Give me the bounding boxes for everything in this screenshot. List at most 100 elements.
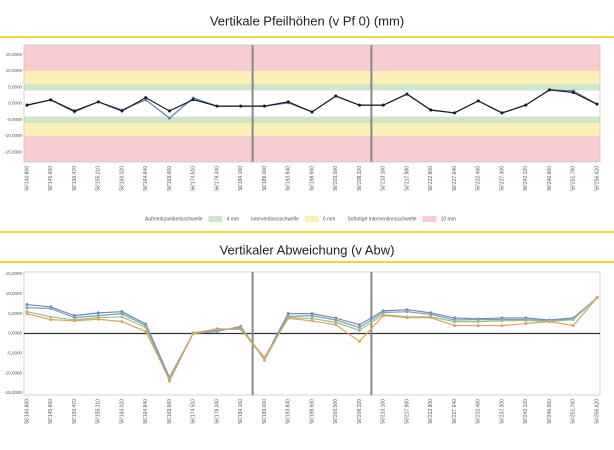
x-tick-label: 56'184.160 <box>238 399 244 424</box>
data-point <box>429 108 433 112</box>
x-tick-label: 56'203.500 <box>333 166 339 191</box>
data-point <box>25 103 29 107</box>
x-tick-label: 56'222.800 <box>428 399 434 424</box>
data-point <box>168 109 171 113</box>
x-tick-label: 56'193.840 <box>286 399 292 424</box>
data-point <box>49 98 53 102</box>
x-tick-label: 56'222.800 <box>428 166 434 191</box>
data-point <box>571 324 575 328</box>
series-line <box>26 297 598 383</box>
data-point <box>168 377 171 381</box>
y-tick-label: 0,0000 <box>8 331 22 336</box>
chart-title: Vertikale Pfeilhöhen (v Pf 0) (mm) <box>210 13 404 28</box>
data-point <box>96 100 100 104</box>
x-tick-label: 56'155.210 <box>96 399 102 424</box>
data-point <box>453 320 456 324</box>
threshold-band <box>24 45 600 71</box>
data-point <box>239 104 243 108</box>
data-point <box>96 311 100 315</box>
x-tick-label: 56'232.460 <box>476 166 482 191</box>
data-point <box>476 324 480 328</box>
x-tick-label: 56'217.980 <box>404 166 410 191</box>
x-tick-label: 56'237.300 <box>499 399 505 424</box>
data-point <box>476 320 480 324</box>
y-tick-label: 10,0000 <box>6 68 23 73</box>
data-point <box>571 90 575 94</box>
data-point <box>500 324 504 328</box>
x-tick-label: 56'155.210 <box>96 166 102 191</box>
data-point <box>49 318 53 322</box>
data-point <box>334 318 338 322</box>
series-line <box>26 297 598 379</box>
data-point <box>500 111 504 115</box>
threshold-band <box>24 84 600 91</box>
x-tick-label: 56'179.340 <box>214 166 220 191</box>
data-point <box>73 316 76 320</box>
x-tick-label: 56'150.470 <box>72 166 78 191</box>
x-tick-label: 56'251.780 <box>571 166 577 191</box>
data-point <box>25 303 29 307</box>
x-tick-label: 56'256.620 <box>594 166 600 191</box>
data-point <box>358 103 361 107</box>
data-point <box>500 319 504 323</box>
y-tick-label: -10,0000 <box>4 370 22 375</box>
data-point <box>286 100 290 104</box>
x-tick-label: 56'198.660 <box>309 166 315 191</box>
data-point <box>334 94 338 98</box>
data-point <box>25 312 29 316</box>
x-tick-label: 56'174.510 <box>191 166 197 191</box>
series-line <box>26 89 598 114</box>
x-tick-label: 56'208.320 <box>357 399 363 424</box>
x-tick-label: 56'251.780 <box>571 399 577 424</box>
x-tick-label: 56'189.000 <box>262 166 268 191</box>
data-point <box>381 314 385 318</box>
data-point <box>334 323 338 327</box>
data-point <box>144 96 148 100</box>
data-point <box>548 88 551 92</box>
x-tick-label: 56'189.000 <box>262 399 268 424</box>
legend-label: Sofortige Interventionsschwelle <box>347 216 416 222</box>
data-point <box>120 320 124 324</box>
data-point <box>49 315 53 319</box>
x-tick-label: 56'160.020 <box>119 399 125 424</box>
y-tick-label: -15,0000 <box>4 149 22 154</box>
threshold-band <box>24 136 600 162</box>
legend-swatch <box>208 216 223 222</box>
x-tick-label: 56'169.660 <box>167 166 173 191</box>
data-point <box>120 109 124 113</box>
x-tick-label: 56'164.840 <box>143 166 149 191</box>
x-tick-label: 56'213.160 <box>381 166 387 191</box>
x-tick-label: 56'179.340 <box>214 399 220 424</box>
data-point <box>453 111 456 115</box>
x-tick-label: 56'145.660 <box>48 166 54 191</box>
x-tick-label: 56'145.660 <box>48 399 54 424</box>
y-tick-label: 5,0000 <box>8 84 22 89</box>
data-point <box>120 315 124 319</box>
data-point <box>358 326 361 330</box>
data-point <box>453 324 456 328</box>
plot-frame <box>23 44 601 163</box>
y-tick-label: 5,0000 <box>8 311 22 316</box>
y-tick-label: -5,0000 <box>7 351 23 356</box>
x-tick-label: 56'237.300 <box>499 166 505 191</box>
y-tick-label: 15,0000 <box>6 271 23 276</box>
x-tick-label: 56'227.640 <box>452 399 458 424</box>
y-tick-label: -10,0000 <box>4 133 22 138</box>
data-point <box>429 316 433 320</box>
data-point <box>310 319 314 323</box>
legend-value: 10 mm <box>441 216 456 222</box>
data-point <box>381 103 385 107</box>
x-tick-label: 56'160.020 <box>119 166 125 191</box>
x-tick-label: 56'193.840 <box>286 166 292 191</box>
x-tick-label: 56'246.960 <box>547 399 553 424</box>
data-point <box>476 99 480 103</box>
data-point <box>286 312 290 316</box>
legend-label: Interventionsschwelle <box>251 216 299 222</box>
data-point <box>120 312 124 316</box>
data-point <box>524 322 528 326</box>
data-point <box>239 328 243 332</box>
data-point <box>310 316 314 320</box>
x-tick-label: 56'246.960 <box>547 166 553 191</box>
